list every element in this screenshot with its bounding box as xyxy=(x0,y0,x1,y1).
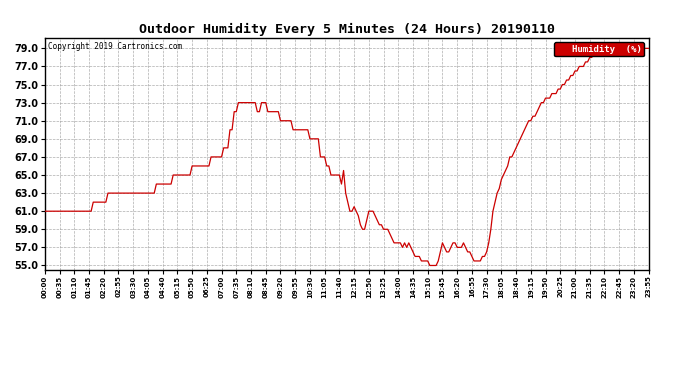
Legend: Humidity  (%): Humidity (%) xyxy=(554,42,644,56)
Text: Copyright 2019 Cartronics.com: Copyright 2019 Cartronics.com xyxy=(48,42,182,51)
Title: Outdoor Humidity Every 5 Minutes (24 Hours) 20190110: Outdoor Humidity Every 5 Minutes (24 Hou… xyxy=(139,23,555,36)
